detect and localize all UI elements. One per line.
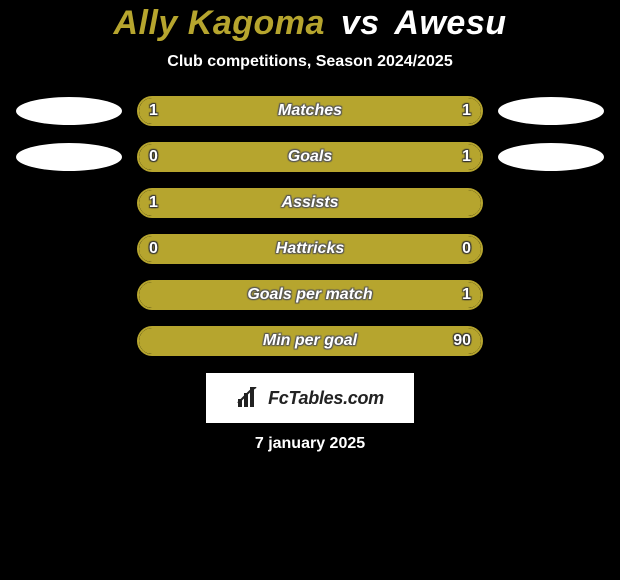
player1-value: 0 bbox=[149, 148, 158, 166]
stats-row: 1 Goals per match bbox=[10, 279, 610, 311]
stat-label: Min per goal bbox=[263, 332, 357, 350]
player2-value: 1 bbox=[462, 102, 471, 120]
stat-bar: 1 1 Matches bbox=[137, 96, 483, 126]
stat-label: Goals bbox=[288, 148, 332, 166]
player2-ellipse bbox=[498, 97, 604, 125]
player1-name: Ally Kagoma bbox=[113, 4, 324, 42]
stat-label: Assists bbox=[282, 194, 339, 212]
vs-text: vs bbox=[341, 4, 380, 42]
stats-row: 1 Assists bbox=[10, 187, 610, 219]
stat-bar: 1 Goals per match bbox=[137, 280, 483, 310]
player2-value: 90 bbox=[453, 332, 471, 350]
player1-ellipse bbox=[16, 97, 122, 125]
stat-bar: 0 0 Hattricks bbox=[137, 234, 483, 264]
player2-value: 1 bbox=[462, 286, 471, 304]
fctables-logo: FcTables.com bbox=[206, 373, 414, 423]
stat-label: Goals per match bbox=[247, 286, 372, 304]
bar-chart-icon bbox=[236, 387, 262, 409]
player1-value: 0 bbox=[149, 240, 158, 258]
stats-chart: 1 1 Matches 0 1 Goals 1 Assists 0 0 Hattricks 1 Goal… bbox=[0, 95, 620, 357]
subtitle: Club competitions, Season 2024/2025 bbox=[167, 53, 452, 71]
player2-value: 0 bbox=[462, 240, 471, 258]
player1-value: 1 bbox=[149, 194, 158, 212]
stats-row: 1 1 Matches bbox=[10, 95, 610, 127]
player2-value: 1 bbox=[462, 148, 471, 166]
logo-text: FcTables.com bbox=[268, 388, 384, 409]
comparison-title: Ally Kagoma vs Awesu bbox=[113, 4, 506, 43]
player2-ellipse bbox=[498, 143, 604, 171]
player2-name: Awesu bbox=[394, 4, 506, 42]
player1-ellipse bbox=[16, 143, 122, 171]
stat-label: Matches bbox=[278, 102, 342, 120]
player1-value: 1 bbox=[149, 102, 158, 120]
stat-bar: 0 1 Goals bbox=[137, 142, 483, 172]
card-root: Ally Kagoma vs Awesu Club competitions, … bbox=[0, 0, 620, 580]
date-text: 7 january 2025 bbox=[255, 435, 365, 453]
stat-bar: 90 Min per goal bbox=[137, 326, 483, 356]
stats-row: 90 Min per goal bbox=[10, 325, 610, 357]
stats-row: 0 0 Hattricks bbox=[10, 233, 610, 265]
stat-bar: 1 Assists bbox=[137, 188, 483, 218]
stat-label: Hattricks bbox=[276, 240, 344, 258]
player2-fill bbox=[201, 144, 481, 170]
stats-row: 0 1 Goals bbox=[10, 141, 610, 173]
